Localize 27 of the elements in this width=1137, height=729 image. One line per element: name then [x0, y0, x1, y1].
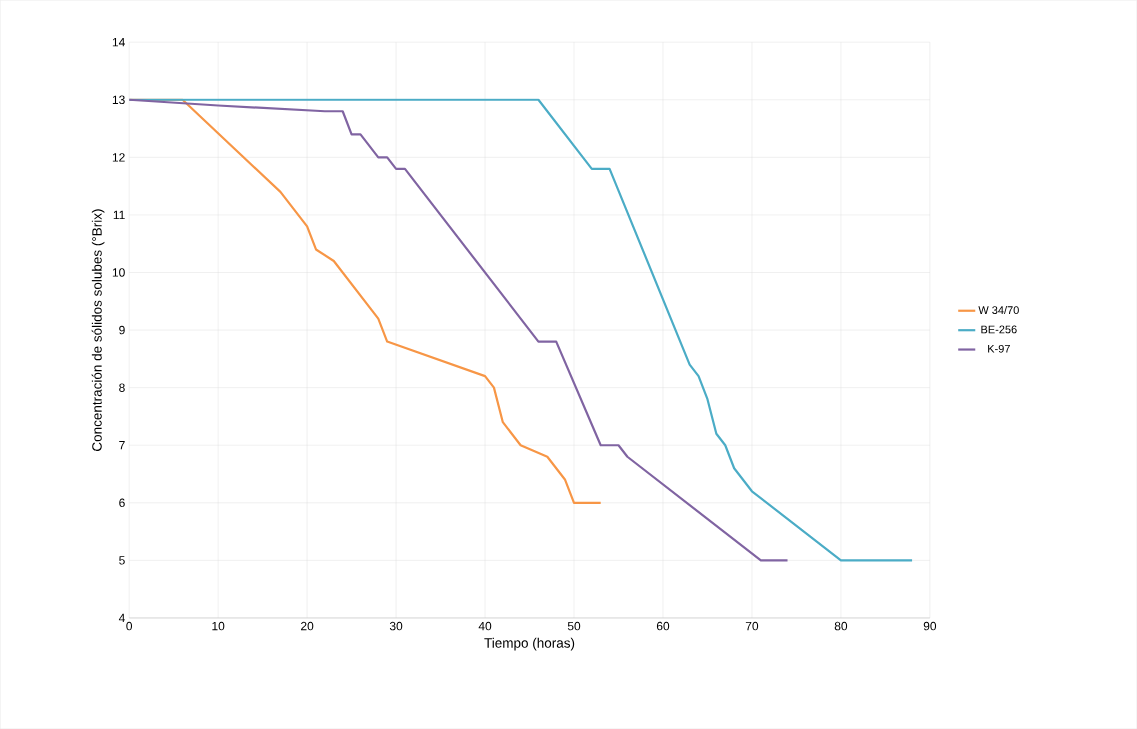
y-tick-label: 5: [119, 556, 125, 565]
y-tick-label: 10: [112, 268, 125, 277]
x-tick-label: 80: [834, 621, 848, 631]
x-tick-label: 20: [301, 621, 314, 631]
x-tick-label: 40: [478, 621, 492, 631]
x-tick-label: 50: [567, 621, 581, 631]
y-tick-label: 9: [119, 325, 125, 335]
y-tick-label: 13: [112, 95, 125, 104]
y-axis-title: Concentración de sólidos solubes (°Brix): [91, 209, 105, 451]
y-tick-label: 11: [113, 210, 125, 219]
x-tick-label: 70: [745, 621, 759, 631]
x-tick-label: 90: [923, 621, 937, 631]
x-tick-label: 60: [656, 621, 670, 631]
y-tick-label: 6: [119, 498, 125, 507]
y-tick-label: 8: [119, 383, 125, 392]
x-tick-label: 10: [212, 621, 225, 631]
y-tick-label: 7: [119, 441, 125, 450]
y-tick-label: 12: [112, 153, 125, 162]
x-tick-label: 0: [126, 621, 133, 631]
y-tick-label: 14: [112, 37, 125, 47]
line-series: [129, 98, 789, 562]
x-tick-label: 30: [389, 621, 403, 631]
legend-label: BE-256: [981, 325, 1017, 334]
legend-label: K-97: [988, 344, 1010, 353]
x-axis-title: Tiempo (horas): [484, 637, 575, 651]
legend-label: W 34/70: [978, 305, 1019, 314]
y-tick-label: 4: [118, 613, 125, 623]
